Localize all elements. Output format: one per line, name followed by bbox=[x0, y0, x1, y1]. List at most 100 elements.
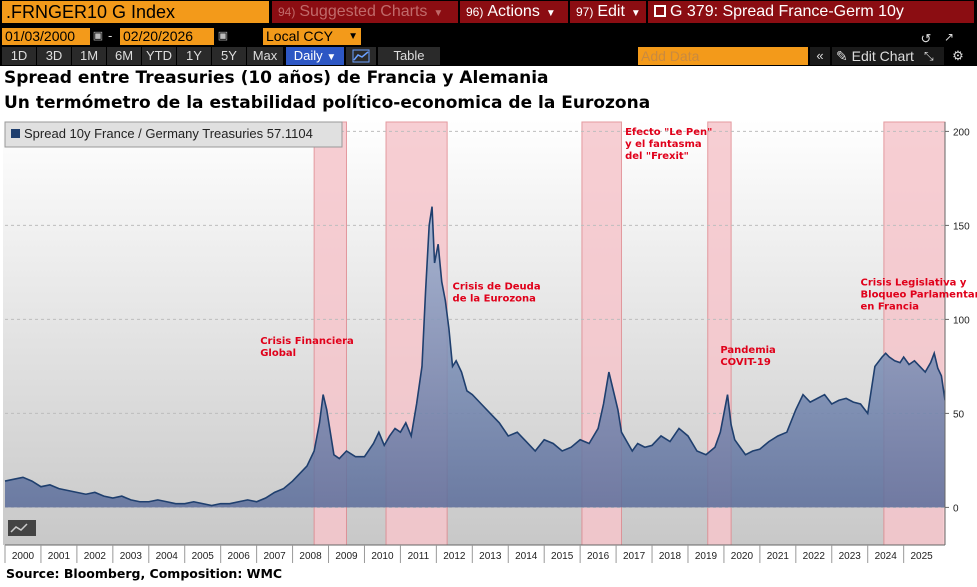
range-6m[interactable]: 6M bbox=[107, 47, 141, 65]
legend-swatch bbox=[11, 129, 20, 138]
range-max[interactable]: Max bbox=[247, 47, 283, 65]
frequency-value: Daily bbox=[293, 48, 323, 63]
gear-icon[interactable]: ⚙ bbox=[952, 48, 964, 63]
annotation-label: Crisis Legislativa y Bloqueo Parlamentari… bbox=[861, 278, 977, 313]
x-tick-label: 2017 bbox=[623, 551, 646, 562]
ticker-field[interactable]: .FRNGER10 G Index bbox=[2, 1, 269, 23]
x-tick-label: 2019 bbox=[695, 551, 718, 562]
actions-button[interactable]: 96) Actions ▼ bbox=[460, 1, 568, 23]
external-link-icon[interactable] bbox=[654, 5, 666, 17]
table-button[interactable]: Table bbox=[378, 47, 440, 65]
x-tick-label: 2023 bbox=[839, 551, 862, 562]
annotation-line: Bloqueo Parlamentario bbox=[861, 290, 977, 301]
annotation-line: Global bbox=[260, 348, 296, 359]
annotation-label: Pandemia COVIT-19 bbox=[720, 345, 775, 368]
y-tick-label: 0 bbox=[953, 503, 959, 514]
line-chart-icon[interactable] bbox=[346, 47, 376, 65]
x-tick-label: 2010 bbox=[371, 551, 394, 562]
add-data-input[interactable]: Add Data bbox=[638, 47, 808, 65]
chart-type-icon bbox=[10, 523, 28, 533]
x-tick-label: 2018 bbox=[659, 551, 682, 562]
x-tick-label: 2006 bbox=[228, 551, 251, 562]
edit-chart-label: Edit Chart bbox=[851, 48, 914, 64]
x-tick-label: 2003 bbox=[120, 551, 143, 562]
range-3d[interactable]: 3D bbox=[37, 47, 71, 65]
x-tick-label: 2016 bbox=[587, 551, 610, 562]
annotation-line: Crisis de Deuda bbox=[453, 281, 541, 292]
x-tick-label: 2020 bbox=[731, 551, 754, 562]
window-title-text: G 379: Spread France-Germ 10y bbox=[670, 3, 904, 20]
legend-box bbox=[4, 121, 343, 148]
annotation-label: Crisis Financiera Global bbox=[260, 336, 354, 359]
redo-icon[interactable]: ↗ bbox=[944, 30, 955, 44]
edit-button[interactable]: 97) Edit ▼ bbox=[570, 1, 646, 23]
currency-value: Local CCY bbox=[266, 28, 333, 44]
x-tick-label: 2024 bbox=[875, 551, 898, 562]
chevron-down-icon: ▼ bbox=[545, 8, 556, 19]
x-tick-label: 2021 bbox=[767, 551, 790, 562]
actions-num: 96) bbox=[466, 5, 484, 19]
calendar-icon[interactable]: ▣ bbox=[92, 30, 104, 42]
x-tick-label: 2014 bbox=[515, 551, 538, 562]
x-axis-panel bbox=[0, 545, 977, 564]
x-tick-label: 2004 bbox=[156, 551, 179, 562]
start-date-field[interactable]: 01/03/2000 bbox=[2, 28, 90, 45]
annotation-line: Crisis Financiera bbox=[260, 336, 354, 347]
annotation-line: Crisis Legislativa y bbox=[861, 278, 967, 289]
chevron-down-icon: ▼ bbox=[433, 8, 444, 19]
range-1d[interactable]: 1D bbox=[2, 47, 36, 65]
edit-chart-button[interactable]: ✎ Edit Chart bbox=[832, 47, 944, 65]
x-tick-label: 2013 bbox=[479, 551, 502, 562]
x-tick-label: 2008 bbox=[299, 551, 322, 562]
annotation-label: Crisis de Deuda de la Eurozona bbox=[453, 281, 541, 304]
annotation-line: Efecto "Le Pen" bbox=[625, 127, 712, 138]
y-tick-label: 50 bbox=[953, 409, 965, 420]
x-tick-label: 2001 bbox=[48, 551, 71, 562]
frequency-select[interactable]: Daily ▼ bbox=[286, 47, 344, 65]
x-tick-label: 2011 bbox=[408, 551, 430, 562]
x-tick-label: 2025 bbox=[911, 551, 934, 562]
currency-select[interactable]: Local CCY ▼ bbox=[263, 28, 361, 45]
annotation-line: COVIT-19 bbox=[720, 357, 770, 368]
chart-title: Spread entre Treasuries (10 años) de Fra… bbox=[4, 68, 549, 88]
edit-label: Edit bbox=[597, 3, 625, 20]
x-tick-label: 2022 bbox=[803, 551, 826, 562]
annotation-line: del "Frexit" bbox=[625, 151, 689, 162]
date-separator: - bbox=[108, 28, 113, 43]
y-tick-label: 100 bbox=[953, 315, 970, 326]
collapse-icon[interactable]: « bbox=[810, 47, 830, 65]
end-date-field[interactable]: 02/20/2026 bbox=[120, 28, 214, 45]
annotation-line: y el fantasma bbox=[625, 139, 702, 150]
range-ytd[interactable]: YTD bbox=[142, 47, 176, 65]
calendar-icon[interactable]: ▣ bbox=[217, 30, 229, 42]
x-tick-label: 2009 bbox=[335, 551, 358, 562]
y-tick-label: 150 bbox=[953, 221, 970, 232]
chart-subtitle: Un termómetro de la estabilidad político… bbox=[4, 93, 651, 113]
chevron-down-icon: ▼ bbox=[326, 52, 337, 63]
resize-icon[interactable]: ⤡ bbox=[924, 49, 934, 63]
edit-num: 97) bbox=[576, 5, 594, 19]
annotation-line: Pandemia bbox=[720, 345, 775, 356]
suggested-label: Suggested Charts bbox=[299, 3, 428, 20]
x-tick-label: 2015 bbox=[551, 551, 574, 562]
chevron-down-icon: ▼ bbox=[348, 31, 358, 42]
undo-icon[interactable]: ↺ bbox=[920, 31, 932, 46]
series-area bbox=[5, 206, 945, 508]
annotation-line: de la Eurozona bbox=[453, 293, 536, 304]
series-line bbox=[4, 206, 946, 507]
pencil-icon: ✎ bbox=[836, 48, 852, 64]
range-5y[interactable]: 5Y bbox=[212, 47, 246, 65]
y-axis-panel bbox=[945, 122, 977, 545]
y-tick-label: 200 bbox=[953, 127, 970, 138]
annotation-label: Efecto "Le Pen" y el fantasma del "Frexit" bbox=[625, 127, 712, 162]
x-tick-label: 2007 bbox=[263, 551, 286, 562]
x-tick-label: 2002 bbox=[84, 551, 107, 562]
suggested-charts-button[interactable]: 94) Suggested Charts ▼ bbox=[272, 1, 458, 23]
suggested-num: 94) bbox=[278, 5, 296, 19]
x-tick-label: 2000 bbox=[12, 551, 35, 562]
range-1m[interactable]: 1M bbox=[72, 47, 106, 65]
range-1y[interactable]: 1Y bbox=[177, 47, 211, 65]
legend-label: Spread 10y France / Germany Treasuries 5… bbox=[24, 126, 313, 141]
chevron-down-icon: ▼ bbox=[630, 8, 641, 19]
